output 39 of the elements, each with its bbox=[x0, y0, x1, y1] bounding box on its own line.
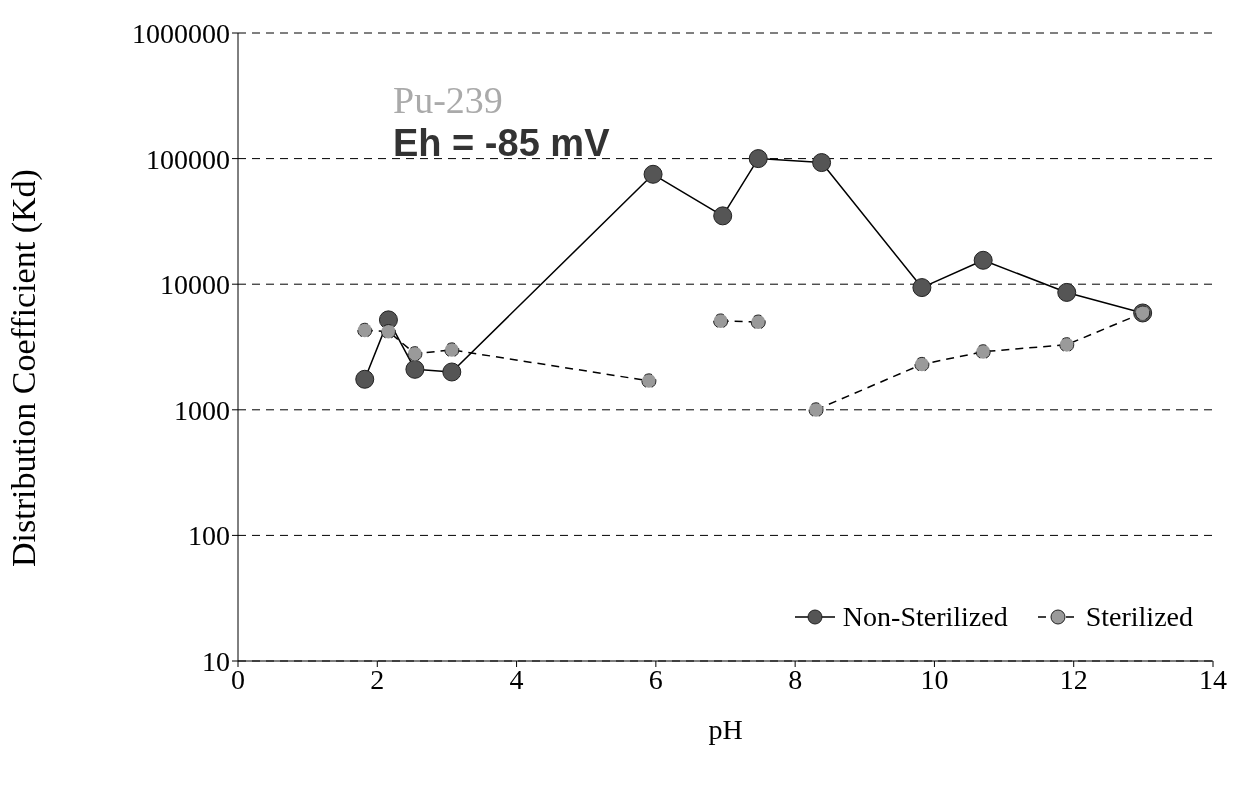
y-tick-label: 10000 bbox=[160, 269, 230, 301]
point bbox=[912, 278, 932, 298]
point bbox=[713, 313, 729, 329]
x-axis-title: pH bbox=[708, 714, 743, 745]
x-tick-label: 6 bbox=[648, 663, 663, 695]
point bbox=[380, 324, 396, 340]
point bbox=[444, 342, 460, 358]
point bbox=[973, 250, 993, 270]
point bbox=[643, 164, 663, 184]
x-tick-label: 14 bbox=[1199, 663, 1227, 695]
annotations: Pu-239 Eh = -85 mV bbox=[393, 78, 610, 165]
x-tick-label: 12 bbox=[1059, 663, 1088, 695]
point bbox=[407, 346, 423, 362]
point bbox=[1057, 282, 1077, 302]
x-tick-label: 0 bbox=[231, 663, 245, 695]
y-tick-label: 100 bbox=[188, 520, 230, 552]
legend-label: Non-Sterilized bbox=[842, 601, 1008, 633]
y-tick-label: 1000000 bbox=[132, 17, 230, 49]
point bbox=[808, 402, 824, 418]
point bbox=[975, 344, 991, 360]
y-tick-label: 1000 bbox=[174, 394, 230, 426]
point bbox=[748, 149, 768, 169]
legend-label: Sterilized bbox=[1085, 601, 1193, 633]
point bbox=[914, 356, 930, 372]
point bbox=[812, 153, 832, 173]
x-tick-label: 10 bbox=[920, 663, 949, 695]
x-tick-label: 2 bbox=[370, 663, 385, 695]
x-tick-label: 8 bbox=[788, 663, 803, 695]
point bbox=[442, 362, 462, 382]
point bbox=[713, 206, 733, 226]
y-tick-label: 100000 bbox=[146, 143, 230, 175]
point bbox=[357, 322, 373, 338]
y-axis-title: Distribution Coefficient (Kd) bbox=[5, 169, 44, 567]
x-tick-label: 4 bbox=[509, 663, 524, 695]
point bbox=[355, 369, 375, 389]
point bbox=[1059, 337, 1075, 353]
point bbox=[405, 359, 425, 379]
point bbox=[750, 314, 766, 330]
point bbox=[641, 373, 657, 389]
